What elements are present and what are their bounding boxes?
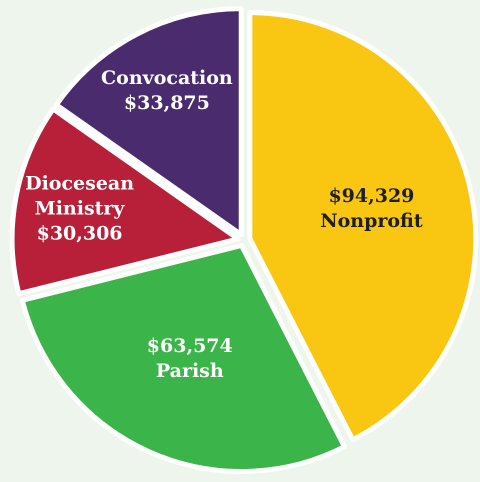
category-label: Nonprofit <box>320 210 423 232</box>
slice-label: $94,329 Nonprofit <box>320 185 423 232</box>
pie-slice <box>19 242 347 474</box>
slice-label: $63,574 Parish <box>147 335 233 382</box>
category-line: Ministry <box>35 197 126 219</box>
value-label: $94,329 <box>328 185 414 207</box>
pie-slice <box>9 106 241 297</box>
pie-slice <box>53 6 244 238</box>
category-line: Diocesean <box>25 172 134 194</box>
value-label: $63,574 <box>147 335 233 357</box>
pie-slice <box>247 10 479 443</box>
value-label: $33,875 <box>124 92 210 114</box>
value-label: $30,306 <box>37 222 123 244</box>
slice-label: Convocation $33,875 <box>101 67 233 114</box>
slice-label: $30,306 <box>37 222 123 244</box>
category-label: Convocation <box>101 67 233 89</box>
category-label: Parish <box>156 360 224 382</box>
category-label: Diocesean Ministry <box>25 172 134 219</box>
